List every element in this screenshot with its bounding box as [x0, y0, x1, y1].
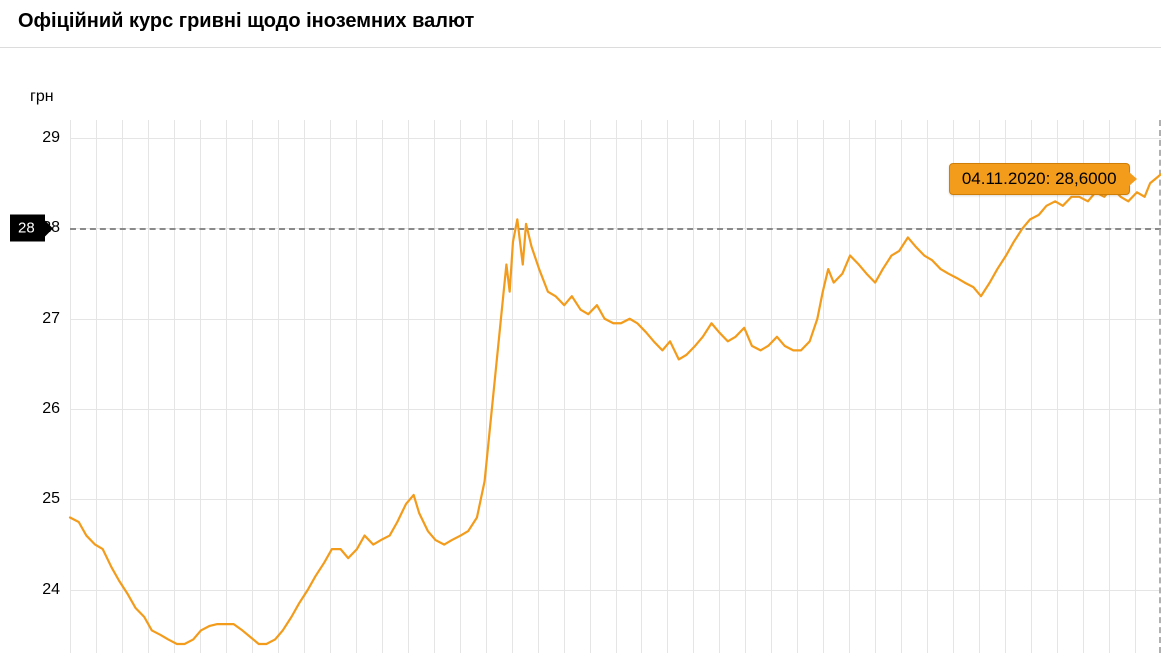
chart-area[interactable]: грн 242526272829 28 04.11.2020: 28,6000 [0, 60, 1161, 653]
y-tick-label: 26 [30, 400, 60, 418]
y-cursor-value-text: 28 [18, 220, 35, 237]
title-bar: Офіційний курс гривні щодо іноземних вал… [0, 0, 1161, 48]
hover-tooltip: 04.11.2020: 28,6000 [949, 163, 1130, 195]
exchange-rate-line [70, 174, 1161, 644]
line-series-layer [70, 120, 1161, 653]
hover-tooltip-text: 04.11.2020: 28,6000 [962, 169, 1117, 188]
page-root: Офіційний курс гривні щодо іноземних вал… [0, 0, 1161, 653]
y-tick-label: 24 [30, 581, 60, 599]
plot-area[interactable]: 04.11.2020: 28,6000 [70, 120, 1161, 653]
y-tick-label: 29 [30, 129, 60, 147]
y-tick-label: 27 [30, 310, 60, 328]
y-tick-label: 25 [30, 490, 60, 508]
y-axis-unit-label: грн [30, 88, 54, 106]
y-cursor-value-badge: 28 [10, 215, 45, 242]
chart-title: Офіційний курс гривні щодо іноземних вал… [18, 10, 1143, 33]
